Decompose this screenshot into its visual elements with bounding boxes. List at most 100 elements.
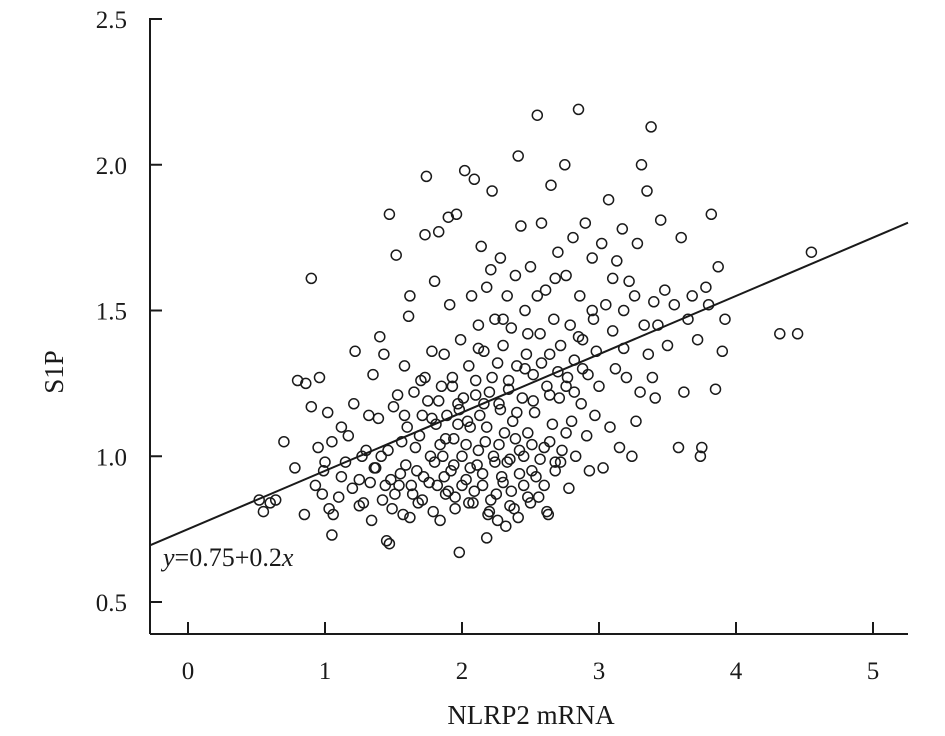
data-point bbox=[617, 304, 630, 317]
data-point bbox=[312, 441, 324, 454]
data-point bbox=[552, 365, 564, 378]
data-point bbox=[582, 368, 594, 381]
data-point bbox=[342, 430, 355, 442]
data-point bbox=[694, 450, 707, 463]
data-point bbox=[423, 476, 435, 489]
data-point bbox=[382, 444, 394, 457]
data-point bbox=[501, 290, 513, 302]
data-point bbox=[480, 281, 493, 293]
data-point bbox=[628, 290, 641, 302]
data-point bbox=[487, 450, 500, 463]
data-point bbox=[634, 386, 646, 398]
data-point bbox=[468, 485, 481, 497]
data-point bbox=[339, 456, 352, 468]
data-point bbox=[561, 371, 574, 384]
data-point bbox=[532, 491, 545, 503]
regression-equation: y=0.75+0.2x bbox=[160, 543, 294, 572]
data-point bbox=[419, 228, 431, 241]
data-point bbox=[560, 427, 572, 439]
data-point bbox=[483, 505, 496, 518]
data-point bbox=[774, 328, 786, 340]
data-point bbox=[549, 456, 561, 468]
data-point bbox=[461, 415, 474, 428]
data-point bbox=[611, 255, 623, 267]
data-point bbox=[321, 406, 334, 419]
data-point bbox=[486, 371, 498, 384]
data-point bbox=[564, 319, 576, 331]
data-point bbox=[367, 368, 379, 381]
y-tick-label: 0.5 bbox=[96, 590, 127, 617]
x-tick-label: 4 bbox=[730, 658, 743, 685]
data-point bbox=[568, 386, 581, 398]
data-point bbox=[269, 494, 282, 506]
data-point bbox=[527, 368, 539, 381]
data-point bbox=[554, 456, 567, 468]
data-point bbox=[434, 514, 446, 527]
data-point bbox=[300, 377, 312, 390]
data-point bbox=[485, 263, 497, 276]
data-point bbox=[489, 313, 501, 325]
data-point bbox=[600, 298, 612, 311]
data-point bbox=[493, 438, 505, 451]
data-point bbox=[378, 348, 390, 360]
data-point bbox=[593, 380, 605, 393]
data-point bbox=[353, 473, 366, 486]
data-point bbox=[456, 450, 468, 463]
data-point bbox=[498, 427, 511, 439]
data-point bbox=[457, 392, 470, 404]
data-point bbox=[678, 386, 690, 398]
data-points bbox=[253, 103, 818, 559]
data-point bbox=[493, 398, 505, 410]
data-point bbox=[576, 363, 589, 375]
data-point bbox=[439, 488, 452, 500]
data-point bbox=[326, 529, 338, 541]
data-point bbox=[365, 514, 378, 527]
data-point bbox=[374, 330, 386, 343]
data-point bbox=[417, 470, 430, 483]
data-point bbox=[327, 508, 339, 521]
data-point bbox=[638, 319, 650, 331]
data-point bbox=[452, 418, 464, 430]
data-point bbox=[264, 497, 276, 509]
data-point bbox=[476, 479, 489, 492]
data-point bbox=[405, 479, 418, 492]
data-point bbox=[353, 500, 366, 512]
data-point bbox=[476, 467, 489, 480]
data-point bbox=[502, 374, 515, 387]
data-point bbox=[278, 435, 290, 448]
data-point bbox=[613, 441, 626, 454]
data-point bbox=[430, 418, 442, 430]
data-point bbox=[538, 441, 550, 454]
data-point bbox=[428, 456, 441, 468]
data-point bbox=[449, 502, 461, 515]
y-tick-label: 1.0 bbox=[96, 444, 127, 471]
data-point bbox=[424, 450, 437, 463]
data-point bbox=[543, 435, 556, 448]
data-point bbox=[464, 421, 476, 433]
data-point bbox=[567, 231, 579, 244]
data-point bbox=[541, 505, 553, 518]
data-point bbox=[317, 465, 330, 477]
data-point bbox=[535, 217, 548, 229]
data-point bbox=[661, 339, 674, 352]
data-point bbox=[495, 470, 508, 483]
data-point bbox=[419, 371, 431, 384]
data-point bbox=[700, 281, 712, 293]
data-point bbox=[553, 392, 566, 404]
data-point bbox=[427, 505, 439, 518]
data-point bbox=[597, 462, 609, 474]
data-point bbox=[686, 290, 698, 302]
data-point bbox=[416, 409, 429, 422]
data-point bbox=[516, 392, 529, 404]
data-point bbox=[531, 109, 544, 121]
data-point bbox=[595, 237, 608, 250]
y-axis-ticks: 0.5 1.0 1.5 2.0 2.5 bbox=[96, 7, 162, 617]
data-point bbox=[372, 412, 385, 425]
data-point bbox=[257, 505, 270, 518]
data-point bbox=[509, 433, 522, 445]
data-point bbox=[474, 409, 486, 422]
data-point bbox=[654, 214, 667, 226]
data-point bbox=[420, 170, 433, 183]
data-point bbox=[448, 459, 460, 471]
